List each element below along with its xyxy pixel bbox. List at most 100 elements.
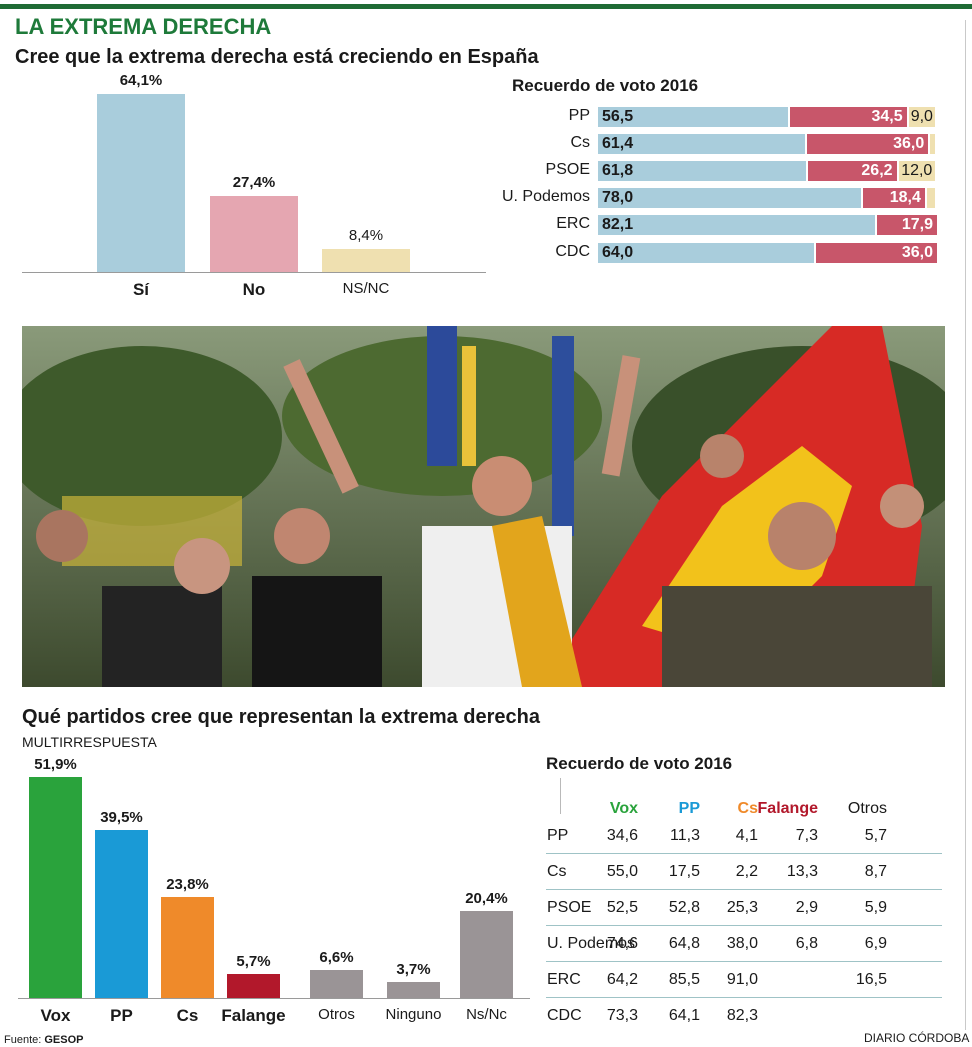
segment-nsnc [926,188,935,208]
bar-2 [322,248,410,272]
bar-category-label: PP [110,1006,133,1025]
table-column-header: PP [678,800,700,817]
table-divider [560,778,561,814]
bar-0 [97,94,185,272]
segment-si: 56,5 [598,107,789,127]
bar-5 [387,982,440,998]
table-cell: 73,3 [606,1007,638,1024]
bar-4 [310,969,363,998]
bar-value-label: 20,4% [465,890,508,908]
bar-6 [460,911,513,998]
table-cell: 6,9 [864,935,887,952]
row-divider [546,961,942,962]
bar-2 [161,896,214,998]
segment-si: 61,8 [598,161,807,181]
row-divider [546,925,942,926]
table-cell: 7,3 [795,827,818,844]
top-rule [0,4,972,9]
row-party-label: PSOE [545,161,590,178]
photo-rally-people-flags-icon [22,326,945,687]
rally-photo [22,326,945,687]
table-cell: 2,9 [795,899,818,916]
bar-1 [210,195,298,272]
brand-logo: DIARIO CÓRDOBA [864,1031,970,1045]
bar-1 [95,829,148,998]
table-cell: 25,3 [726,899,758,916]
table-cell: 17,5 [668,863,700,880]
chart-recuerdo1: PP 56,5 34,5 9,0 Cs 61,4 36,0 PSOE 61,8 26,2 12,0 U… [0,0,972,300]
row-divider [546,997,942,998]
row-party-label: PP [568,107,590,124]
table-cell: 52,5 [606,899,638,916]
table-cell: 82,3 [726,1007,758,1024]
bar-value-label: 8,4% [348,226,384,244]
source-name: GESOP [44,1034,84,1046]
table-row-label: ERC [547,971,581,988]
section1-title: Cree que la extrema derecha está crecien… [15,46,539,68]
row-party-label: U. Podemos [501,188,590,205]
table-cell: 38,0 [726,935,758,952]
table-cell: 6,8 [795,935,818,952]
row-divider [546,889,942,890]
segment-si: 64,0 [598,243,814,263]
chart-parties: 51,9% Vox 39,5% PP 23,8% Cs 5,7% Falange 6,6% Otr… [0,750,530,1030]
row-divider [546,853,942,854]
source-note: Fuente: GESOP [4,1034,83,1046]
segment-nsnc [930,134,935,154]
bar-3 [227,973,280,998]
table-cell: 52,8 [668,899,700,916]
table-cell: 34,6 [606,827,638,844]
table-cell: 91,0 [726,971,758,988]
table-cell: 64,8 [668,935,700,952]
table-column-header: Vox [609,800,638,817]
table-cell: 11,3 [670,827,700,844]
page-header: LA EXTREMA DERECHA [15,14,272,39]
baseline-axis [18,998,530,999]
row-party-label: CDC [555,243,590,260]
row-party-label: Cs [570,134,590,151]
segment-no: 36,0 [806,134,929,154]
segment-no: 17,9 [876,215,937,235]
table-row-label: PSOE [547,899,592,916]
bar-category-label: Otros [318,1006,355,1023]
table-cell: 55,0 [606,863,638,880]
bar-category-label: NS/NC [342,280,390,297]
table-cell: 85,5 [668,971,700,988]
table-cell: 16,5 [855,971,887,988]
bar-category-label: Ns/Nc [466,1006,507,1023]
bar-0 [29,777,82,998]
table-column-header: Otros [847,800,887,817]
bar-category-label: Ninguno [385,1006,442,1023]
bar-category-label: Falange [221,1006,286,1025]
table-cell: 74,6 [606,935,638,952]
baseline-axis [22,272,486,273]
table-cell: 2,2 [735,863,758,880]
recuerdo1-title: Recuerdo de voto 2016 [512,76,699,95]
section2-title: Qué partidos cree que representan la ext… [22,706,540,728]
bar-value-label: 27,4% [232,173,276,191]
segment-no: 36,0 [815,243,937,263]
table-cell: 8,7 [864,863,887,880]
bar-category-label: Cs [176,1006,199,1025]
segment-no: 18,4 [862,188,925,208]
bar-category-label: Sí [132,280,150,299]
table-row-label: Cs [547,863,567,880]
table-column-header: Falange [757,800,818,817]
right-border [965,20,966,1030]
table-column-header: Cs [737,800,758,817]
table-cell: 13,3 [786,863,818,880]
segment-si: 78,0 [598,188,861,208]
bar-value-label: 64,1% [119,72,163,89]
table-cell: 4,1 [735,827,758,844]
recuerdo2-title: Recuerdo de voto 2016 [546,754,733,773]
table-cell: 5,9 [864,899,887,916]
chart-growing: 64,1% Sí 27,4% No 8,4% NS/NC [0,72,500,305]
row-party-label: ERC [556,215,590,232]
table-cell: 64,1 [668,1007,700,1024]
section2-subtitle: MULTIRRESPUESTA [22,734,157,750]
segment-no: 34,5 [790,107,907,127]
table-cell: 5,7 [864,827,887,844]
table-cell: 64,2 [606,971,638,988]
bar-category-label: Vox [40,1006,71,1025]
